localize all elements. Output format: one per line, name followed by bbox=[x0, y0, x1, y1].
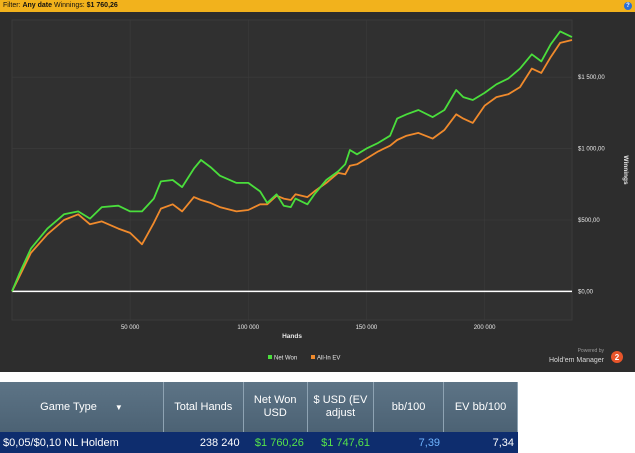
filter-bar[interactable]: Filter: Any date Winnings: $1 760,26 ? bbox=[0, 0, 635, 12]
x-axis-title: Hands bbox=[282, 333, 302, 340]
y-axis-ticks: $0,00 $500,00 $1 000,00 $1 500,00 bbox=[578, 75, 605, 295]
column-header-net-won[interactable]: Net Won USD bbox=[243, 382, 308, 432]
help-icon[interactable]: ? bbox=[624, 2, 632, 10]
stats-table: Game Type ▼ Total Hands Net Won USD $ USD… bbox=[0, 382, 518, 453]
cell-net-won: $1 760,26 bbox=[243, 432, 308, 453]
y-axis-title: Winnings bbox=[622, 155, 629, 185]
plot-area bbox=[11, 19, 573, 321]
brand-logo: Powered by Hold'em Manager 2 bbox=[549, 348, 623, 364]
x-tick-label: 100 000 bbox=[237, 325, 259, 331]
x-tick-label: 150 000 bbox=[356, 325, 378, 331]
series-layer bbox=[11, 30, 573, 292]
sort-arrow-icon[interactable]: ▼ bbox=[114, 402, 123, 412]
y-tick-label: $0,00 bbox=[578, 289, 594, 295]
winnings-label: Winnings: bbox=[53, 2, 85, 9]
table-row[interactable]: $0,05/$0,10 NL Holdem 238 240 $1 760,26 … bbox=[0, 432, 518, 453]
series-line-net-won bbox=[11, 30, 573, 292]
table-header-row: Game Type ▼ Total Hands Net Won USD $ USD… bbox=[0, 382, 518, 432]
column-header-bb100[interactable]: bb/100 bbox=[373, 382, 445, 432]
winnings-chart: 50 000 100 000 150 000 200 000 $0,00 $500,00… bbox=[11, 19, 629, 364]
cell-bb100: 7,39 bbox=[373, 432, 445, 453]
column-header-game-type[interactable]: Game Type ▼ bbox=[0, 382, 164, 432]
cell-total-hands: 238 240 bbox=[163, 432, 244, 453]
legend-swatch-all-in-ev bbox=[311, 355, 315, 359]
column-header-total-hands[interactable]: Total Hands bbox=[163, 382, 244, 432]
filter-date[interactable]: Any date bbox=[22, 2, 53, 9]
brand-badge-icon bbox=[611, 351, 623, 363]
series-line-all-in-ev bbox=[11, 39, 573, 292]
y-tick-label: $1 500,00 bbox=[578, 75, 605, 81]
brand-badge-number: 2 bbox=[615, 353, 620, 362]
brand-powered-by: Powered by bbox=[578, 348, 605, 354]
brand-name: Hold'em Manager bbox=[549, 357, 605, 364]
cell-ev-adjusted: $1 747,61 bbox=[307, 432, 375, 453]
y-tick-label: $500,00 bbox=[578, 218, 600, 224]
column-header-ev-adjusted[interactable]: $ USD (EV adjust bbox=[307, 382, 375, 432]
winnings-value: $1 760,26 bbox=[86, 2, 118, 9]
x-axis-ticks: 50 000 100 000 150 000 200 000 bbox=[121, 325, 496, 331]
filter-label: Filter: bbox=[3, 2, 21, 9]
x-tick-label: 50 000 bbox=[121, 325, 140, 331]
y-tick-label: $1 000,00 bbox=[578, 147, 605, 153]
legend: Net Won All-In EV bbox=[268, 355, 340, 362]
x-tick-label: 200 000 bbox=[474, 325, 496, 331]
legend-swatch-net-won bbox=[268, 355, 272, 359]
legend-label-all-in-ev: All-In EV bbox=[317, 356, 340, 362]
legend-label-net-won: Net Won bbox=[274, 356, 297, 362]
cell-game-type: $0,05/$0,10 NL Holdem bbox=[0, 432, 164, 453]
winnings-graph-panel: 50 000 100 000 150 000 200 000 $0,00 $500,00… bbox=[0, 12, 635, 372]
cell-ev-bb100: 7,34 bbox=[443, 432, 518, 453]
column-header-ev-bb100[interactable]: EV bb/100 bbox=[443, 382, 518, 432]
